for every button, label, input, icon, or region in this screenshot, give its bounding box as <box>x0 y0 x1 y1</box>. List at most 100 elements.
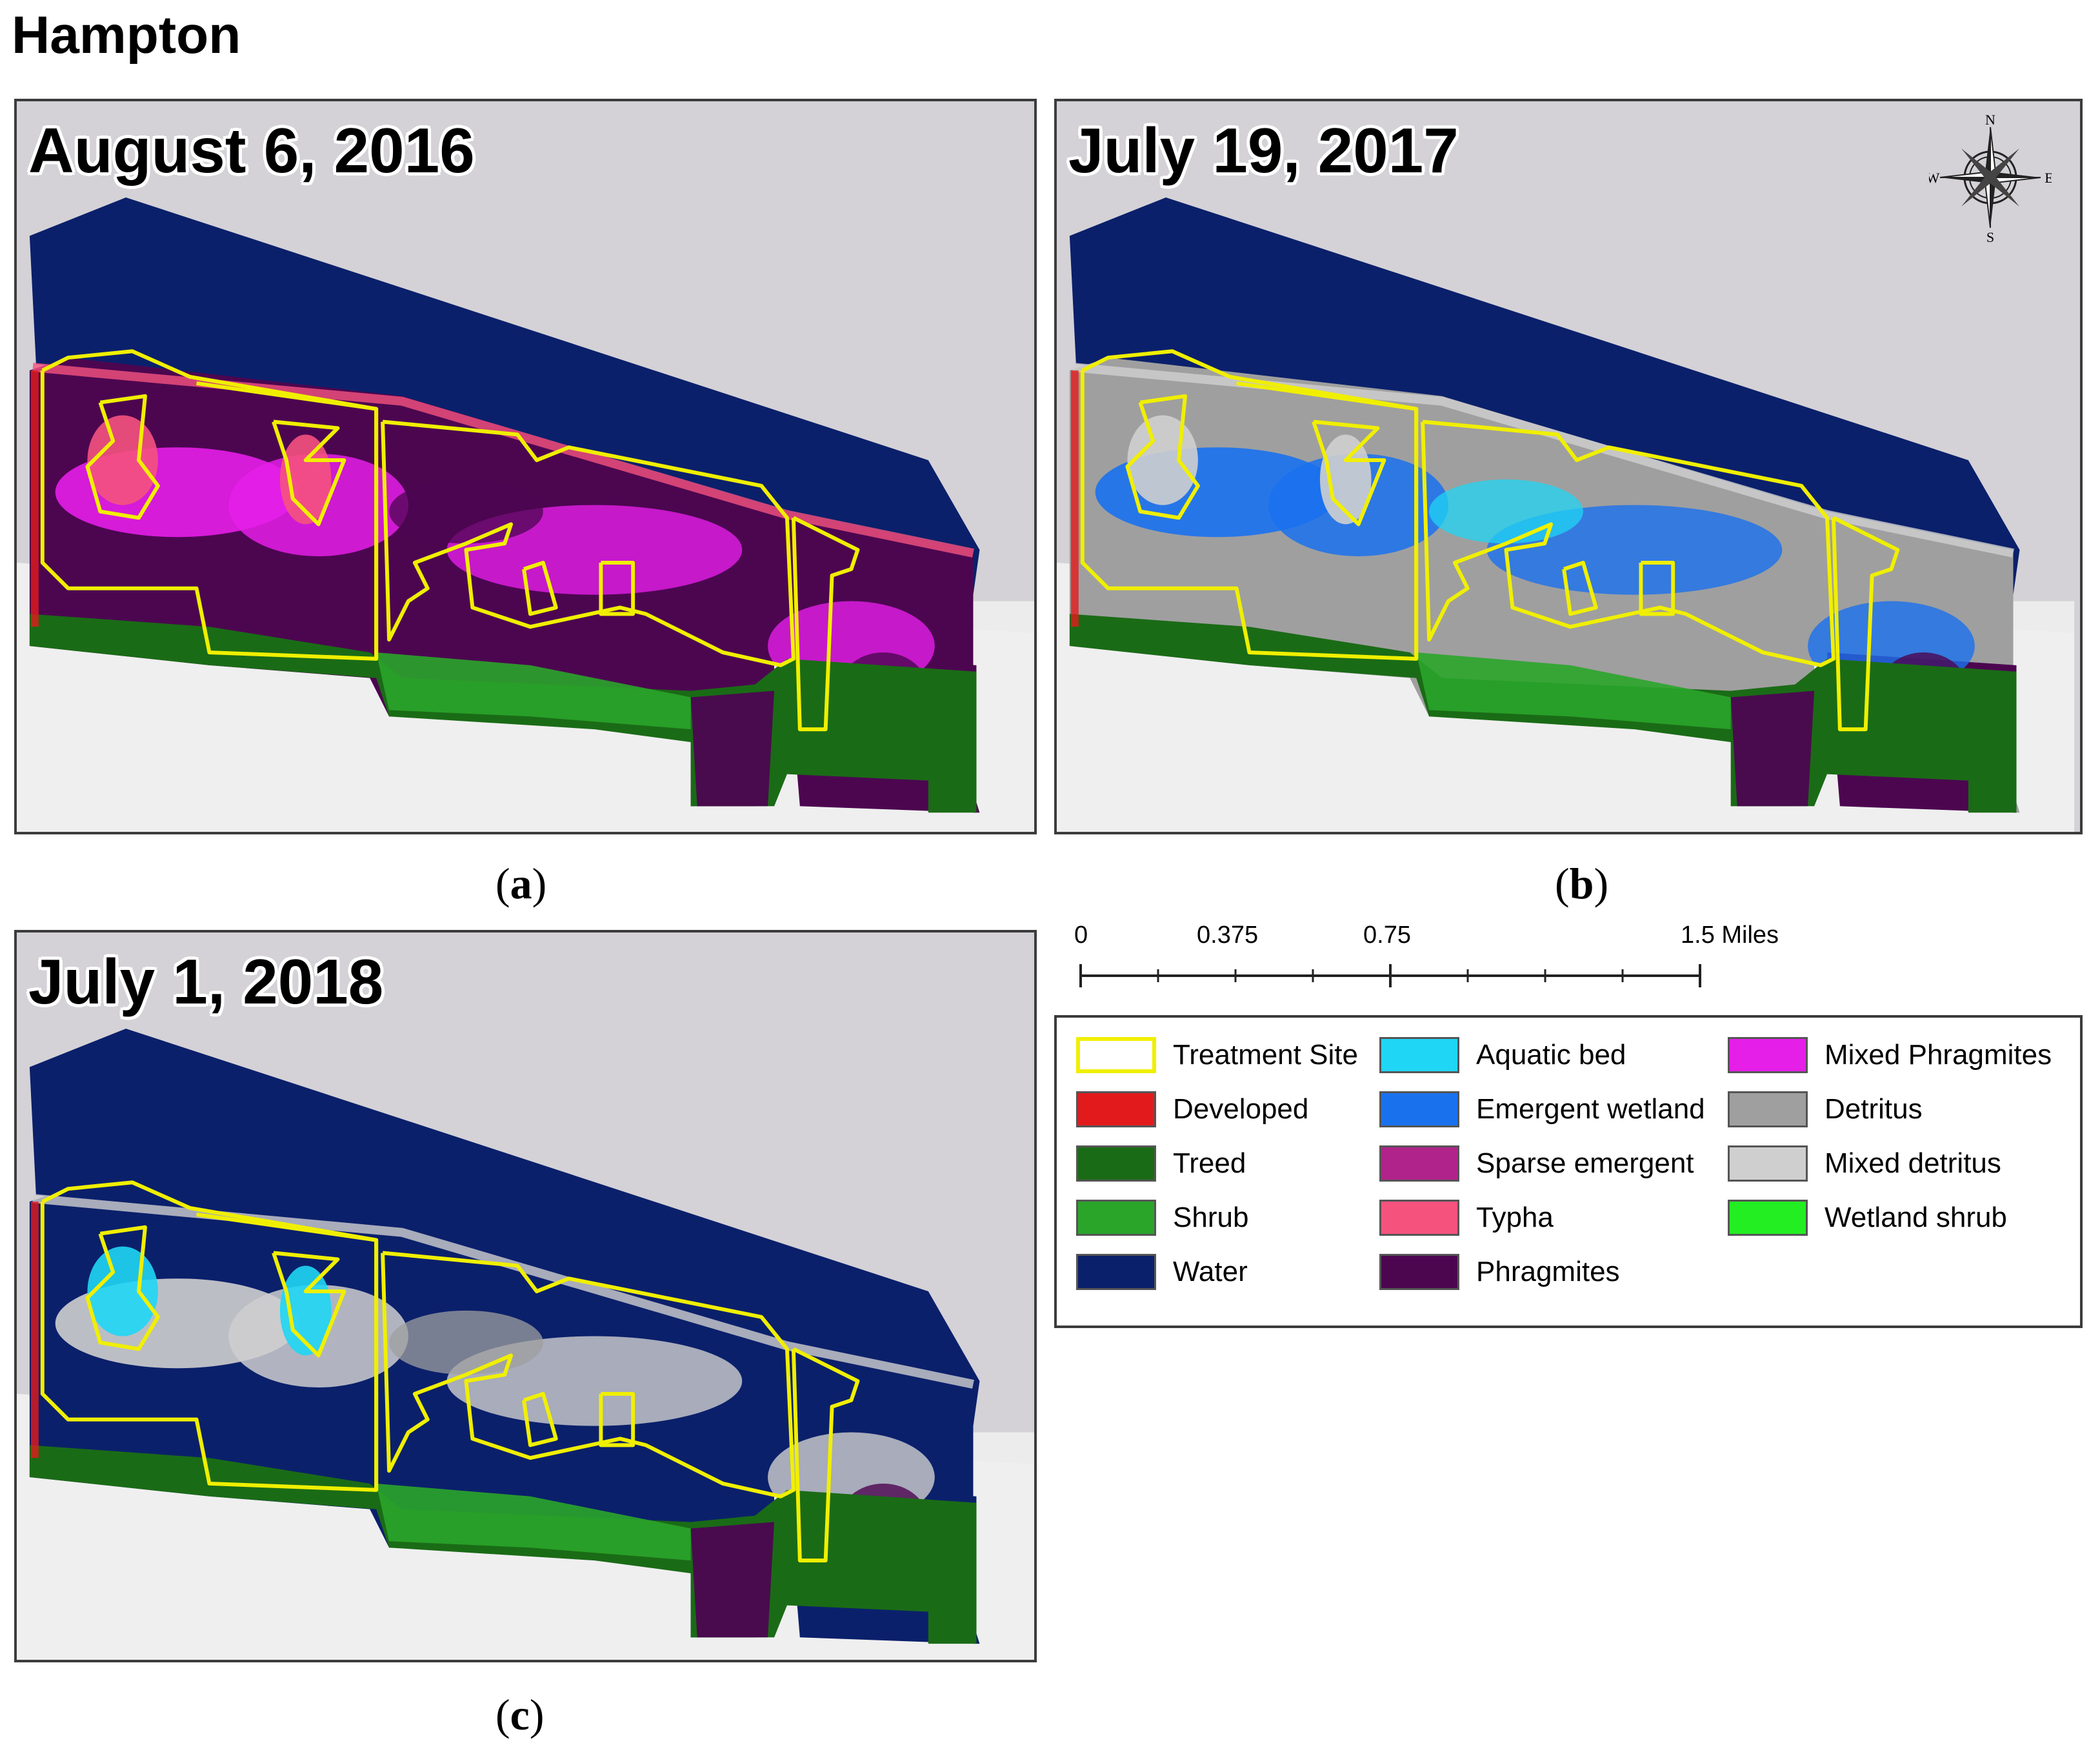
legend-swatch <box>1076 1254 1156 1290</box>
treatment-site-outline <box>1421 419 1835 667</box>
developed-strip <box>30 1202 39 1458</box>
legend-label: Mixed Phragmites <box>1825 1039 2052 1071</box>
scale-tick-label: 1.5 Miles <box>1681 922 1779 949</box>
legend-item: Phragmites <box>1379 1251 1620 1293</box>
panel-date-label: July 19, 2017 <box>1068 115 1459 186</box>
legend-label: Wetland shrub <box>1825 1202 2007 1233</box>
developed-strip <box>1070 370 1079 627</box>
vegetation-patch <box>279 1265 332 1356</box>
vegetation-patch <box>389 1310 543 1375</box>
treatment-site-outline <box>791 516 860 732</box>
treatment-site-outline <box>272 419 346 527</box>
marsh-area <box>690 691 775 807</box>
compass-w-label: W <box>1929 170 1940 186</box>
legend-item: Treed <box>1076 1143 1246 1184</box>
vegetation-patch <box>389 479 543 544</box>
legend-label: Detritus <box>1825 1093 1923 1125</box>
shoreline-fringe <box>1072 363 2014 558</box>
legend-item: Detritus <box>1728 1089 1923 1130</box>
legend-swatch <box>1379 1037 1459 1073</box>
legend-item: Aquatic bed <box>1379 1034 1626 1076</box>
compass-rose-icon: N S E W <box>1929 113 2052 242</box>
legend-swatch <box>1379 1200 1459 1236</box>
map-legend: Treatment Site Developed Treed Shrub Water Aq… <box>1054 1015 2083 1328</box>
treatment-site-outline <box>599 560 635 616</box>
legend-swatch <box>1728 1200 1808 1236</box>
legend-label: Shrub <box>1173 1202 1249 1233</box>
treatment-site-outline <box>1639 560 1675 616</box>
panel-letter-b: (b) <box>1555 859 1609 908</box>
legend-item: Mixed Phragmites <box>1728 1034 2052 1076</box>
compass-n-label: N <box>1985 113 1995 128</box>
water-body <box>29 1028 980 1426</box>
legend-swatch <box>1379 1091 1459 1127</box>
legend-label: Water <box>1173 1256 1248 1287</box>
map-panel-2017: July 19, 2017 <box>1054 99 2083 834</box>
map-panel-2016: August 6, 2016 <box>14 99 1037 834</box>
treatment-site-outline <box>381 1251 795 1498</box>
shrub-edge <box>1416 652 1731 730</box>
scale-tick-label: 0.375 <box>1197 922 1259 949</box>
legend-item: Shrub <box>1076 1197 1248 1238</box>
land-cover-map-2016 <box>17 197 1034 832</box>
legend-label: Mixed detritus <box>1825 1147 2001 1179</box>
marsh-area <box>690 1522 775 1638</box>
compass-s-label: S <box>1986 229 1994 242</box>
legend-label: Typha <box>1476 1202 1554 1233</box>
panel-letter-a: (a) <box>495 859 547 908</box>
figure-title: Hampton <box>12 6 241 65</box>
legend-item: Treatment Site <box>1076 1034 1358 1076</box>
vegetation-patch <box>279 434 332 525</box>
legend-swatch <box>1728 1037 1808 1073</box>
treatment-site-outline <box>40 1180 379 1492</box>
scale-tick-label: 0 <box>1074 922 1088 949</box>
compass-e-label: E <box>2045 170 2052 186</box>
legend-swatch <box>1379 1254 1459 1290</box>
legend-item: Developed <box>1076 1089 1308 1130</box>
scale-bar: 0 0.375 0.75 1.5 Miles <box>1068 922 1803 999</box>
treatment-site-outline <box>599 1391 635 1447</box>
legend-label: Aquatic bed <box>1476 1039 1626 1071</box>
legend-label: Treatment Site <box>1173 1039 1358 1071</box>
legend-item: Mixed detritus <box>1728 1143 2001 1184</box>
legend-label: Sparse emergent <box>1476 1147 1694 1179</box>
treatment-site-outline <box>85 394 160 520</box>
treatment-site-outline <box>1562 560 1598 616</box>
legend-swatch <box>1076 1200 1156 1236</box>
legend-item: Emergent wetland <box>1379 1089 1705 1130</box>
vegetation-patch <box>1429 479 1583 544</box>
panel-letter-c: (c) <box>495 1690 545 1739</box>
legend-swatch <box>1076 1145 1156 1182</box>
shoreline-fringe <box>32 1194 974 1389</box>
panel-date-label: August 6, 2016 <box>28 115 475 186</box>
vegetation-patch <box>1319 434 1372 525</box>
treatment-site-outline <box>85 1225 160 1351</box>
legend-item: Wetland shrub <box>1728 1197 2007 1238</box>
developed-strip <box>30 370 39 627</box>
legend-item: Water <box>1076 1251 1248 1293</box>
map-panel-2018: July 1, 2018 <box>14 930 1037 1662</box>
water-body <box>1069 197 2020 595</box>
legend-swatch <box>1076 1091 1156 1127</box>
scale-tick-label: 0.75 <box>1363 922 1411 949</box>
shoreline-fringe <box>32 363 974 558</box>
legend-swatch <box>1379 1145 1459 1182</box>
land-cover-map-2017 <box>1057 197 2075 832</box>
legend-item: Sparse emergent <box>1379 1143 1694 1184</box>
vegetation-patch <box>1127 415 1198 505</box>
legend-item: Typha <box>1379 1197 1554 1238</box>
scale-bar-line <box>1079 964 1701 987</box>
legend-label: Treed <box>1173 1147 1246 1179</box>
treatment-site-outline <box>272 1251 346 1358</box>
legend-swatch <box>1076 1037 1156 1073</box>
treatment-site-outline <box>522 560 558 616</box>
legend-label: Phragmites <box>1476 1256 1620 1287</box>
legend-swatch <box>1728 1091 1808 1127</box>
legend-label: Developed <box>1173 1093 1309 1125</box>
treatment-site-outline <box>196 381 379 659</box>
legend-label: Emergent wetland <box>1476 1093 1705 1125</box>
land-cover-map-2018 <box>17 1028 1034 1660</box>
marsh-area <box>1730 691 1815 807</box>
treatment-site-outline <box>1831 516 1900 732</box>
legend-swatch <box>1728 1145 1808 1182</box>
